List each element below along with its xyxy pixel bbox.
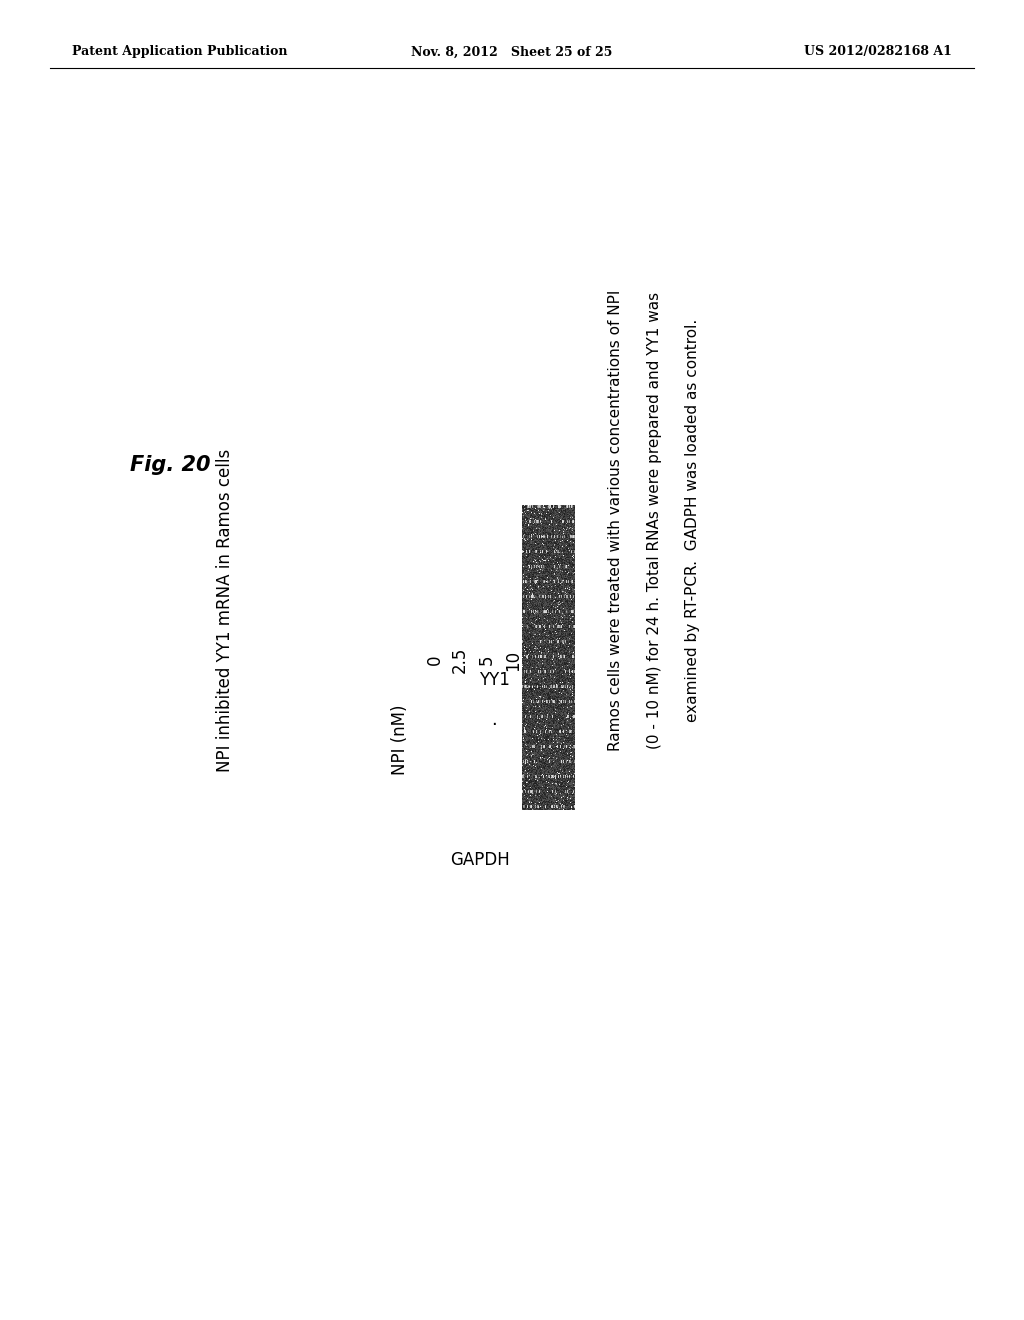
Text: Fig. 20: Fig. 20	[130, 455, 211, 475]
Text: 0: 0	[426, 655, 444, 665]
Text: Patent Application Publication: Patent Application Publication	[72, 45, 288, 58]
Text: YY1: YY1	[479, 671, 510, 689]
Text: (0 - 10 nM) for 24 h. Total RNAs were prepared and YY1 was: (0 - 10 nM) for 24 h. Total RNAs were pr…	[647, 292, 663, 748]
Text: Nov. 8, 2012   Sheet 25 of 25: Nov. 8, 2012 Sheet 25 of 25	[412, 45, 612, 58]
Text: NPI inhibited YY1 mRNA in Ramos cells: NPI inhibited YY1 mRNA in Ramos cells	[216, 449, 234, 772]
Text: examined by RT-PCR.  GADPH was loaded as control.: examined by RT-PCR. GADPH was loaded as …	[685, 318, 700, 722]
Text: 10: 10	[504, 649, 522, 671]
Text: 5: 5	[478, 655, 496, 665]
Text: Ramos cells were treated with various concentrations of NPI: Ramos cells were treated with various co…	[607, 289, 623, 751]
Text: US 2012/0282168 A1: US 2012/0282168 A1	[804, 45, 952, 58]
Text: GAPDH: GAPDH	[451, 851, 510, 869]
Text: NPI (nM): NPI (nM)	[391, 705, 409, 775]
Text: 2.5: 2.5	[451, 647, 469, 673]
Text: .: .	[492, 711, 497, 729]
